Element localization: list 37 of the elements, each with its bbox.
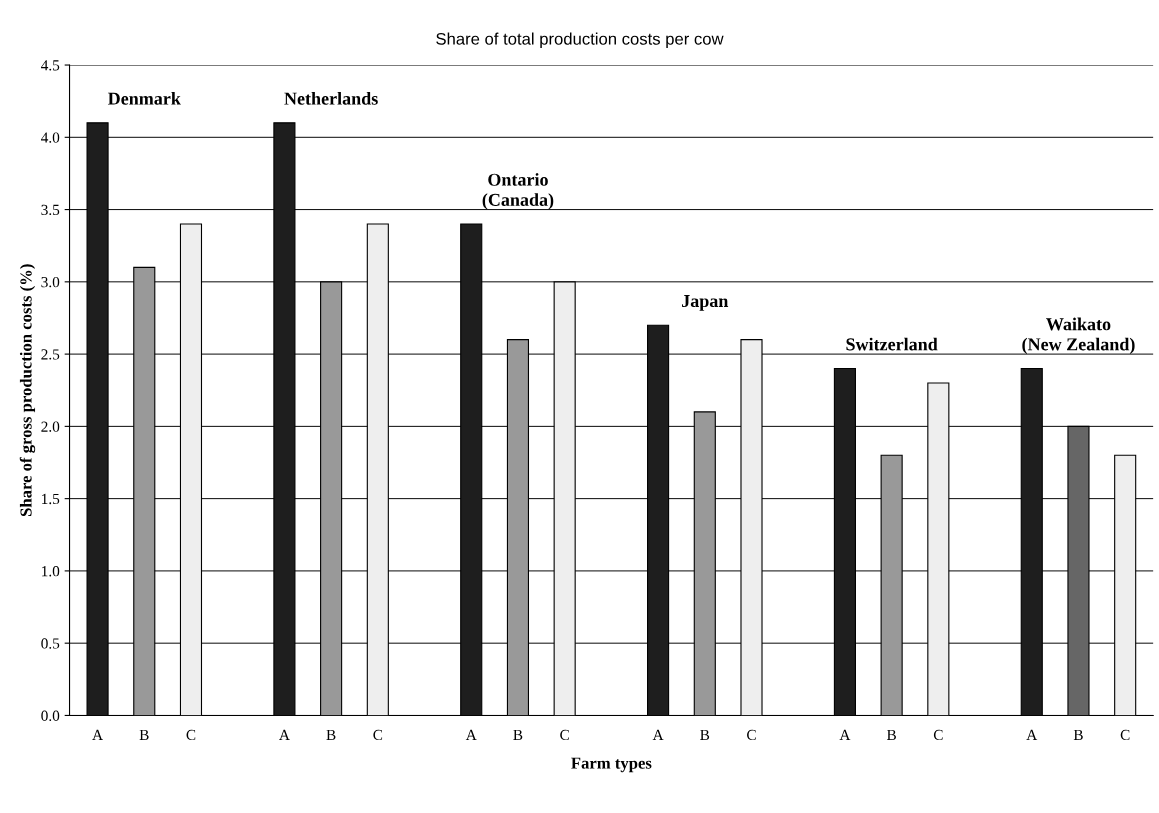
x-tick-label: A xyxy=(839,729,851,740)
x-axis-title: Farm types xyxy=(571,757,652,773)
y-tick-label: 2.0 xyxy=(41,421,60,432)
annotation: Waikato (New Zealand) xyxy=(1022,317,1135,355)
x-tick-label: B xyxy=(700,729,710,740)
x-tick-label: B xyxy=(326,729,336,740)
chart-title: Share of total production costs per cow xyxy=(436,32,724,49)
x-tick-label: B xyxy=(139,729,149,740)
x-tick-label: B xyxy=(513,729,523,740)
y-tick-label: 1.5 xyxy=(42,493,60,505)
y-tick-label: 2.5 xyxy=(41,349,60,360)
x-tick-label: C xyxy=(747,729,756,741)
x-tick-label: A xyxy=(279,729,290,740)
annotation: Denmark xyxy=(107,92,181,105)
x-tick-label: C xyxy=(373,729,383,741)
y-tick-label: 4.5 xyxy=(41,60,60,71)
annotation: Japan xyxy=(682,295,729,311)
x-tick-label: A xyxy=(92,729,103,740)
y-tick-label: 3.5 xyxy=(41,204,60,216)
y-tick-label: 3.0 xyxy=(41,276,60,288)
y-tick-label: 0.5 xyxy=(41,638,60,649)
x-tick-label: A xyxy=(465,729,477,740)
x-tick-label: B xyxy=(886,729,896,740)
annotation: Ontario (Canada) xyxy=(482,173,554,210)
x-tick-label: C xyxy=(933,729,943,741)
y-tick-label: 1.0 xyxy=(42,566,60,577)
annotation: Switzerland xyxy=(846,337,938,351)
annotation: Netherlands xyxy=(284,92,378,105)
y-tick-label: 0.0 xyxy=(41,710,60,721)
x-tick-label: C xyxy=(560,729,569,741)
x-tick-label: B xyxy=(1073,729,1083,740)
x-tick-label: A xyxy=(1026,729,1038,740)
y-axis-title: Share of gross production costs (%) xyxy=(19,264,36,516)
y-tick-label: 4.0 xyxy=(41,132,60,143)
x-tick-label: C xyxy=(1120,729,1130,741)
x-tick-label: A xyxy=(652,729,664,740)
x-tick-label: C xyxy=(186,729,196,741)
